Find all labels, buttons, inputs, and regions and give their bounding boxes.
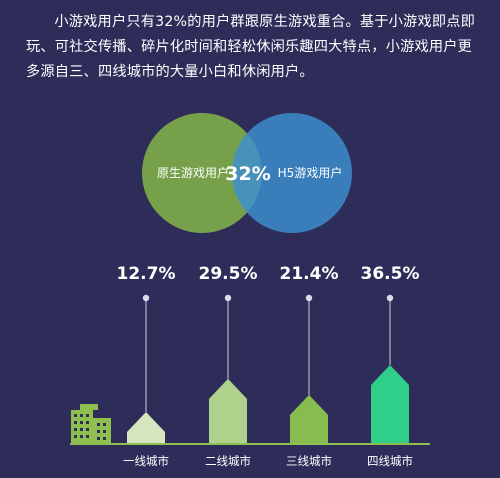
value-label-2: 29.5% [199,264,258,284]
value-label-3: 21.4% [280,264,339,284]
venn-right-circle [232,113,352,233]
venn-left-label: 原生游戏用户 [157,165,229,180]
category-label-1: 一线城市 [123,454,169,468]
bar-1 [127,412,165,443]
venn-left-circle [142,113,262,233]
venn-overlap-label: 32% [225,163,270,185]
bar-3 [290,394,328,443]
venn-right-label: H5游戏用户 [278,165,343,180]
value-label-1: 12.7% [117,264,176,284]
bar-4 [371,365,409,443]
bar-2 [209,378,247,443]
leader-dot-4 [386,294,394,302]
leader-dot-2 [224,294,232,302]
category-label-2: 二线城市 [205,454,251,468]
value-label-4: 36.5% [361,264,420,284]
category-label-3: 三线城市 [286,454,332,468]
bars-group: 12.7% 一线城市 29.5% 二线城市 21.4% 三线城市 36.5% 四线城市 [117,264,420,468]
building-icon [71,404,111,444]
leader-dot-3 [305,294,313,302]
intro-paragraph: 小游戏用户只有32%的用户群跟原生游戏重合。基于小游戏即点即玩、可社交传播、碎片… [26,14,475,80]
category-label-4: 四线城市 [367,454,413,468]
leader-dot-1 [142,294,150,302]
